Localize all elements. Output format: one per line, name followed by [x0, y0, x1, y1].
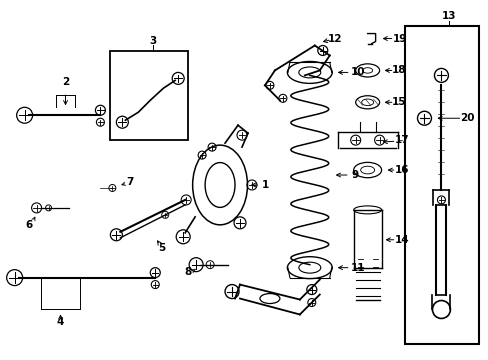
Text: 19: 19 [391, 33, 406, 44]
Bar [110, 50, 188, 140]
Text: 20: 20 [459, 113, 474, 123]
Text: 17: 17 [394, 135, 409, 145]
Text: 11: 11 [350, 263, 364, 273]
Text: 4: 4 [57, 318, 64, 328]
Text: 18: 18 [391, 66, 406, 76]
Text: 9: 9 [350, 170, 358, 180]
Text: 16: 16 [394, 165, 409, 175]
Text: 6: 6 [25, 220, 32, 230]
Text: 8: 8 [184, 267, 191, 276]
Text: 14: 14 [394, 235, 409, 245]
Text: 1: 1 [261, 180, 268, 190]
Bar [404, 26, 478, 345]
Text: 12: 12 [327, 33, 341, 44]
Text: 2: 2 [62, 77, 69, 87]
Text: 15: 15 [391, 97, 406, 107]
Text: 3: 3 [149, 36, 157, 46]
Text: 7: 7 [126, 177, 134, 187]
Text: 13: 13 [441, 11, 456, 21]
Text: 5: 5 [158, 243, 165, 253]
Text: 10: 10 [350, 67, 364, 77]
